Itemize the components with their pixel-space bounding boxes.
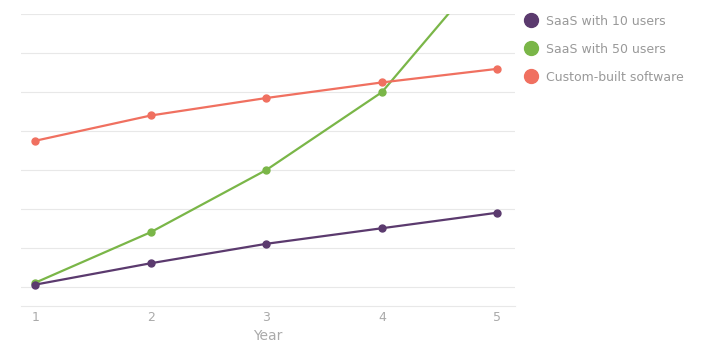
SaaS with 50 users [31, 280, 39, 285]
Custom-built software [31, 139, 39, 143]
Custom-built software [262, 96, 271, 100]
SaaS with 10 users [31, 283, 39, 287]
Line: Custom-built software: Custom-built software [32, 66, 501, 144]
SaaS with 50 users [262, 168, 271, 172]
Legend: SaaS with 10 users, SaaS with 50 users, Custom-built software: SaaS with 10 users, SaaS with 50 users, … [531, 15, 684, 84]
SaaS with 10 users [378, 226, 386, 230]
SaaS with 10 users [493, 211, 502, 215]
Line: SaaS with 10 users: SaaS with 10 users [32, 209, 501, 288]
SaaS with 50 users [378, 90, 386, 94]
SaaS with 50 users [147, 230, 155, 234]
Custom-built software [378, 80, 386, 85]
SaaS with 10 users [262, 242, 271, 246]
SaaS with 10 users [147, 261, 155, 265]
X-axis label: Year: Year [253, 329, 283, 343]
Custom-built software [493, 67, 502, 71]
Line: SaaS with 50 users: SaaS with 50 users [32, 0, 501, 286]
Custom-built software [147, 113, 155, 118]
